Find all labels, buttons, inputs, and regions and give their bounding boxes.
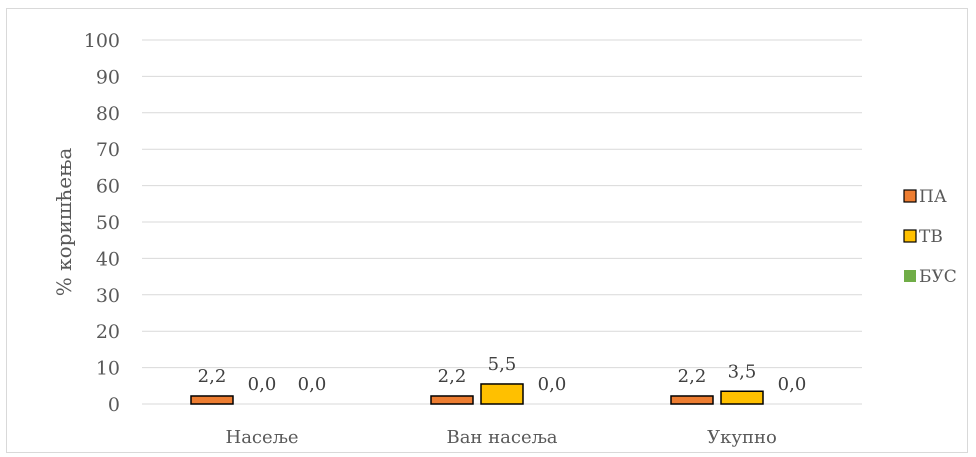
y-tick-label: 10	[96, 358, 120, 380]
data-label: 2,2	[678, 366, 707, 387]
y-tick-label: 100	[84, 30, 120, 52]
data-label: 0,0	[248, 374, 277, 395]
y-tick-label: 30	[96, 285, 120, 307]
data-label: 5,5	[488, 354, 517, 375]
bar-ПА	[430, 395, 474, 405]
legend-swatch	[903, 189, 917, 203]
data-label: 3,5	[728, 361, 757, 382]
y-tick-label: 40	[96, 248, 120, 270]
data-label: 0,0	[298, 374, 327, 395]
x-category-label: Укупно	[707, 427, 777, 448]
y-tick-label: 90	[96, 66, 120, 88]
data-label: 2,2	[438, 366, 467, 387]
bar-ПА	[190, 395, 234, 405]
legend-label: ТВ	[919, 227, 943, 247]
y-tick-label: 70	[96, 139, 120, 161]
y-tick-label: 0	[108, 394, 120, 416]
x-category-label: Насеље	[226, 427, 299, 448]
legend-label: ПА	[919, 187, 947, 207]
y-tick-label: 80	[96, 103, 120, 125]
y-tick-label: 60	[96, 176, 120, 198]
legend-swatch	[903, 229, 917, 243]
chart-frame	[6, 8, 968, 453]
data-label: 0,0	[538, 374, 567, 395]
bar-ТВ	[480, 383, 524, 405]
y-tick-label: 20	[96, 321, 120, 343]
y-tick-label: 50	[96, 212, 120, 234]
x-category-label: Ван насеља	[446, 427, 557, 448]
data-label: 0,0	[778, 374, 807, 395]
data-label: 2,2	[198, 366, 227, 387]
bar-ТВ	[720, 390, 764, 405]
y-axis-title: % коришћења	[52, 148, 76, 297]
legend-swatch	[904, 270, 916, 282]
bar-ПА	[670, 395, 714, 405]
legend-label: БУС	[919, 267, 957, 287]
